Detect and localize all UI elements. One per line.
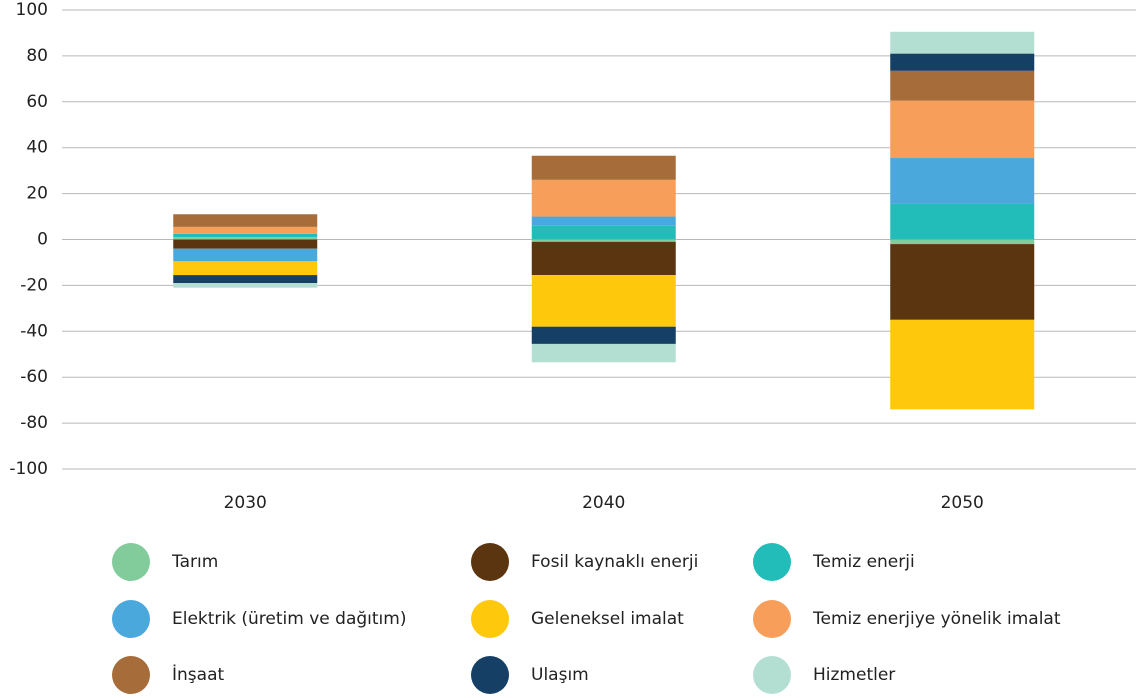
bar-segment	[173, 239, 318, 249]
y-tick-label: -60	[20, 367, 48, 387]
bar-segment	[173, 283, 318, 288]
legend-label: Tarım	[171, 552, 218, 572]
x-tick-label: 2040	[582, 493, 625, 513]
bar-segment	[890, 100, 1035, 159]
bar-segment	[531, 155, 676, 180]
legend-swatch	[471, 543, 509, 581]
bar-segment	[890, 53, 1035, 71]
x-tick-label: 2050	[941, 493, 984, 513]
bar-segment	[890, 319, 1035, 410]
bar-segment	[531, 216, 676, 226]
bar-segment	[173, 237, 318, 240]
y-tick-label: -20	[20, 275, 48, 295]
y-tick-label: 100	[16, 0, 48, 20]
bar-segment	[890, 31, 1035, 54]
legend-label: Temiz enerji	[812, 552, 915, 572]
legend-swatch	[753, 543, 791, 581]
bar-segment	[531, 239, 676, 242]
bar-segment	[531, 326, 676, 344]
bar-segment	[890, 70, 1035, 101]
bar-segment	[531, 225, 676, 240]
y-tick-label: 80	[26, 46, 48, 66]
y-tick-label: 20	[26, 184, 48, 204]
bar-segment	[173, 226, 318, 234]
y-tick-label: 0	[37, 230, 48, 250]
legend-label: Geleneksel imalat	[531, 609, 684, 629]
bar-segment	[173, 275, 318, 284]
legend-swatch	[112, 600, 150, 638]
legend-label: Ulaşım	[531, 665, 589, 685]
y-tick-label: 40	[26, 138, 48, 158]
legend-swatch	[753, 600, 791, 638]
legend-label: Fosil kaynaklı enerji	[531, 552, 698, 572]
legend-label: Hizmetler	[813, 665, 895, 685]
bar-segment	[173, 214, 318, 227]
bar-segment	[890, 158, 1035, 204]
y-tick-label: -100	[9, 459, 48, 479]
bar-segment	[890, 203, 1035, 240]
legend-swatch	[471, 600, 509, 638]
legend-swatch	[112, 543, 150, 581]
bar-segment	[890, 239, 1035, 245]
legend-swatch	[112, 656, 150, 694]
bar-segment	[173, 261, 318, 276]
x-tick-label: 2030	[224, 493, 267, 513]
bar-segment	[890, 244, 1035, 320]
bar-segment	[531, 343, 676, 363]
legend-label: Temiz enerjiye yönelik imalat	[812, 609, 1061, 629]
legend-label: İnşaat	[172, 664, 224, 685]
legend-swatch	[753, 656, 791, 694]
legend-swatch	[471, 656, 509, 694]
y-tick-label: 60	[26, 92, 48, 112]
bar-segment	[173, 248, 318, 262]
bar-segment	[531, 241, 676, 276]
y-tick-label: -40	[20, 321, 48, 341]
y-tick-label: -80	[20, 413, 48, 433]
bar-segment	[531, 275, 676, 327]
bar-segment	[531, 179, 676, 217]
bar-segment	[173, 233, 318, 238]
legend-label: Elektrik (üretim ve dağıtım)	[172, 609, 406, 629]
